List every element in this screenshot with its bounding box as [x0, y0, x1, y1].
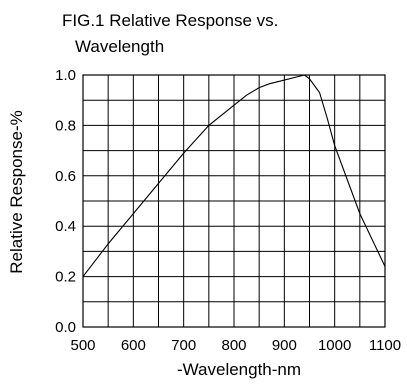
y-tick-label: 0.6: [55, 168, 76, 185]
grid: [83, 75, 385, 327]
y-axis-tick-labels: 0.0 0.2 0.4 0.6 0.8 1.0: [55, 67, 76, 336]
x-tick-label: 1100: [369, 337, 401, 354]
plot-area-border: [82, 74, 386, 328]
x-tick-label: 900: [272, 337, 297, 354]
y-axis-label: Relative Response-%: [7, 110, 26, 273]
x-tick-label: 1000: [318, 337, 351, 354]
chart-title-line-1: FIG.1 Relative Response vs.: [62, 11, 278, 30]
y-tick-label: 0.8: [55, 117, 76, 134]
y-tick-label: 0.0: [55, 319, 76, 336]
chart-title-line-2: Wavelength: [75, 37, 164, 56]
y-tick-label: 0.4: [55, 218, 76, 235]
x-tick-label: 500: [70, 337, 95, 354]
x-axis-label: -Wavelength-nm: [177, 360, 301, 379]
y-tick-label: 0.2: [55, 269, 76, 286]
response-curve: [82, 74, 386, 277]
x-tick-label: 600: [121, 337, 146, 354]
y-tick-label: 1.0: [55, 67, 76, 84]
x-axis-tick-labels: 500 600 700 800 900 1000 1100: [70, 337, 401, 354]
x-tick-label: 800: [221, 337, 246, 354]
x-tick-label: 700: [171, 337, 196, 354]
